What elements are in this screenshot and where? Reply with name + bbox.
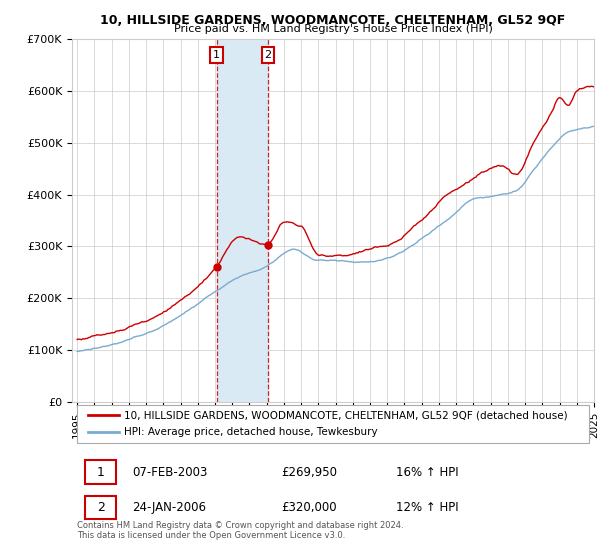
Text: 2: 2 (97, 501, 104, 514)
Text: 07-FEB-2003: 07-FEB-2003 (132, 466, 208, 479)
FancyBboxPatch shape (85, 460, 116, 484)
Text: 10, HILLSIDE GARDENS, WOODMANCOTE, CHELTENHAM, GL52 9QF: 10, HILLSIDE GARDENS, WOODMANCOTE, CHELT… (100, 14, 566, 27)
Text: Contains HM Land Registry data © Crown copyright and database right 2024.
This d: Contains HM Land Registry data © Crown c… (77, 521, 404, 540)
Text: 12% ↑ HPI: 12% ↑ HPI (395, 501, 458, 514)
FancyBboxPatch shape (85, 496, 116, 519)
Text: 1: 1 (97, 466, 104, 479)
Text: 16% ↑ HPI: 16% ↑ HPI (395, 466, 458, 479)
Text: 2: 2 (265, 50, 271, 60)
Text: £320,000: £320,000 (281, 501, 337, 514)
Text: Price paid vs. HM Land Registry's House Price Index (HPI): Price paid vs. HM Land Registry's House … (173, 24, 493, 34)
Text: 10, HILLSIDE GARDENS, WOODMANCOTE, CHELTENHAM, GL52 9QF (detached house): 10, HILLSIDE GARDENS, WOODMANCOTE, CHELT… (124, 410, 568, 420)
Bar (217, 39, 268, 402)
Text: 1: 1 (213, 50, 220, 60)
Text: £269,950: £269,950 (281, 466, 337, 479)
Text: 24-JAN-2006: 24-JAN-2006 (132, 501, 206, 514)
Text: HPI: Average price, detached house, Tewkesbury: HPI: Average price, detached house, Tewk… (124, 427, 378, 437)
FancyBboxPatch shape (77, 404, 589, 443)
